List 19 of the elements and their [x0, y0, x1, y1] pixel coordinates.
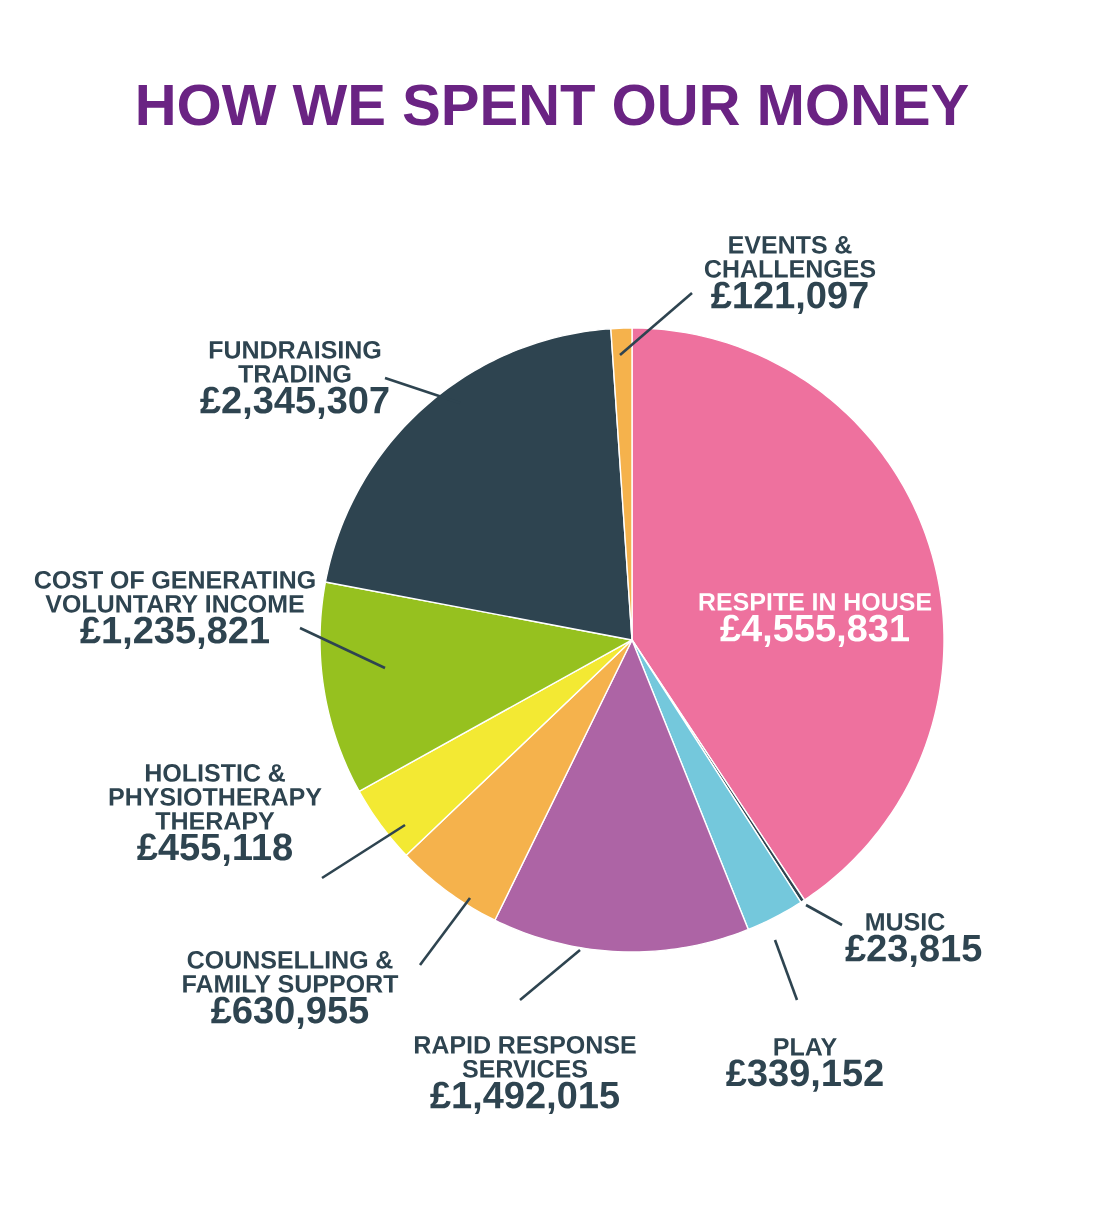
data-label: £630,955 — [211, 996, 369, 1030]
slice-label: COUNSELLING & FAMILY SUPPORT — [183, 950, 399, 993]
slice-label: FUNDRAISING TRADING — [209, 340, 381, 383]
slice-label: RAPID RESPONSE SERVICES — [414, 1035, 636, 1078]
data-label: £121,097 — [711, 281, 868, 315]
chart-title: HOW WE SPENT OUR MONEY — [138, 84, 969, 126]
slice-label: PLAY — [774, 1038, 837, 1056]
data-label: £2,345,307 — [200, 386, 389, 420]
slice-label: MUSIC — [866, 912, 945, 931]
slice-label: RESPITE IN HOUSE — [699, 592, 932, 611]
data-label: £1,492,015 — [430, 1081, 620, 1115]
data-label: £1,235,821 — [80, 616, 269, 650]
data-label: £23,815 — [845, 934, 982, 968]
data-label: £339,152 — [726, 1059, 883, 1092]
data-label: £455,118 — [137, 833, 292, 866]
data-label: £4,555,831 — [720, 614, 910, 648]
slice-label: HOLISTIC & PHYSIOTHERAPY THERAPY — [109, 764, 322, 830]
slice-label: EVENTS & CHALLENGES — [704, 235, 876, 278]
slice-label: COST OF GENERATING VOLUNTARY INCOME — [34, 570, 315, 613]
